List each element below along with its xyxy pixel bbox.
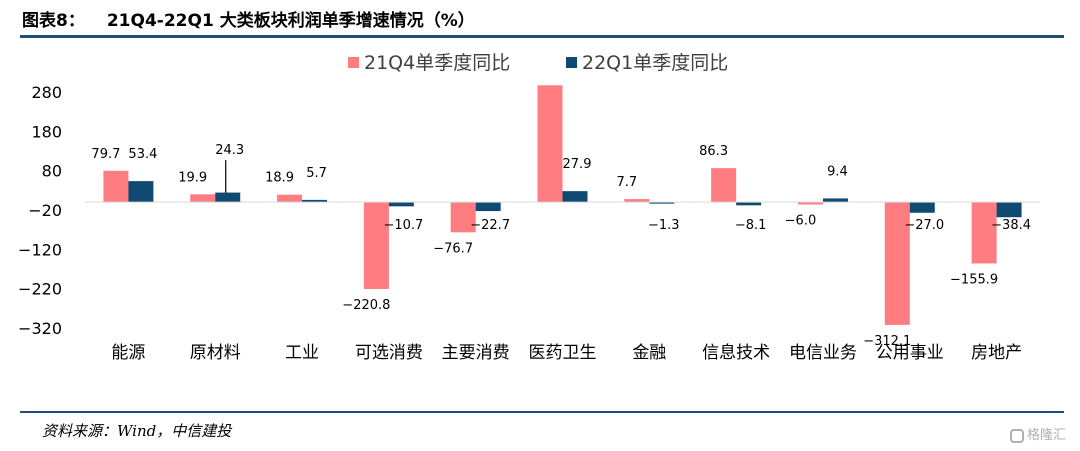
data-label-s1-4: −76.7 — [433, 241, 473, 256]
bar-s2-2 — [302, 199, 328, 203]
bar-s2-10 — [996, 202, 1022, 218]
x-tick-label: 原材料 — [190, 343, 241, 363]
bar-s1-7 — [711, 168, 737, 203]
x-tick-label: 医药卫生 — [529, 343, 597, 363]
x-axis: 能源 原材料 工业 可选消费 主要消费 医药卫生 金融 信息技术 电信业务 公用事业 房地产 — [85, 201, 1040, 363]
x-tick-label: 金融 — [632, 343, 666, 363]
x-tick-label: 房地产 — [971, 343, 1022, 363]
y-tick-label: −220 — [18, 280, 62, 299]
bar-s1-1 — [190, 194, 216, 203]
x-tick-label: 工业 — [285, 343, 319, 363]
data-label-s1-6: 7.7 — [616, 175, 637, 190]
data-label-s2-6: −1.3 — [648, 218, 680, 233]
data-label-s1-0: 79.7 — [91, 147, 120, 162]
legend-swatch-1 — [348, 57, 359, 68]
bar-s2-3 — [388, 202, 414, 207]
y-tick-label: 180 — [31, 122, 62, 141]
bar-s2-8 — [822, 198, 848, 203]
y-tick-label: −20 — [28, 201, 62, 220]
bar-s1-3 — [363, 202, 389, 289]
data-label-s1-8: −6.0 — [785, 213, 817, 228]
y-tick-label: 280 — [31, 83, 62, 102]
bar-s2-0 — [128, 181, 154, 203]
data-label-s2-0: 53.4 — [128, 147, 157, 162]
data-label-s2-10: −38.4 — [991, 218, 1031, 233]
y-tick-label: 80 — [42, 162, 62, 181]
watermark: 格隆汇 — [1009, 424, 1066, 443]
data-label-s1-2: 18.9 — [265, 171, 294, 186]
y-tick-label: −320 — [18, 319, 62, 338]
figure-title-text: 21Q4-22Q1 大类板块利润单季增速情况（%） — [106, 11, 475, 31]
bar-s2-6 — [649, 202, 675, 204]
bar-s2-9 — [909, 202, 935, 213]
bar-s1-2 — [277, 194, 303, 203]
data-label-s1-9: −312.1 — [863, 334, 911, 349]
data-label-s2-2: 5.7 — [306, 166, 327, 181]
data-label-s1-1: 19.9 — [178, 170, 207, 185]
watermark-text: 格隆汇 — [1026, 428, 1066, 443]
x-tick-label: 主要消费 — [442, 343, 510, 363]
data-label-s2-9: −27.0 — [904, 218, 944, 233]
legend-label-1: 21Q4单季度同比 — [364, 52, 510, 74]
x-tick-label: 可选消费 — [355, 343, 423, 363]
bar-s1-4 — [450, 202, 476, 233]
data-label-s2-8: 9.4 — [827, 164, 848, 179]
legend: 21Q4单季度同比 22Q1单季度同比 — [348, 52, 728, 74]
data-label-s2-1: 24.3 — [215, 143, 244, 158]
bottom-rule — [20, 411, 1064, 413]
bar-s1-9 — [884, 202, 910, 325]
bar-s2-7 — [736, 202, 762, 206]
legend-label-2: 22Q1单季度同比 — [582, 52, 728, 74]
bar-s2-5 — [562, 191, 588, 203]
data-label-s2-7: −8.1 — [735, 218, 767, 233]
figure-title: 图表8： 21Q4-22Q1 大类板块利润单季增速情况（%） — [22, 6, 475, 31]
bar-s2-1 — [215, 192, 241, 203]
data-label-s1-7: 86.3 — [699, 144, 728, 159]
legend-swatch-2 — [566, 57, 577, 68]
y-axis: 280 180 80 −20 −120 −220 −320 — [18, 83, 62, 338]
watermark-logo-icon — [1009, 429, 1024, 443]
y-tick-label: −120 — [18, 240, 62, 259]
data-label-s2-5: 27.9 — [563, 157, 592, 172]
x-tick-label: 能源 — [111, 343, 145, 363]
source-note: 资料来源：Wind，中信建投 — [42, 422, 232, 440]
bar-s1-10 — [971, 202, 997, 264]
bar-s1-0 — [103, 170, 129, 203]
bar-chart: 21Q4单季度同比 22Q1单季度同比 280 180 80 −20 −120 −220 −3… — [18, 52, 1040, 363]
top-rule — [20, 35, 1064, 38]
bar-s1-8 — [797, 202, 823, 205]
bars: 79.7 53.4 19.9 24.3 18.9 5.7 −220.8 −10.7 −76.7 −… — [91, 85, 1031, 349]
data-label-s1-3: −220.8 — [342, 298, 390, 313]
data-label-s2-4: −22.7 — [470, 218, 510, 233]
bar-s1-5 — [537, 85, 563, 203]
x-tick-label: 公用事业 — [876, 343, 944, 363]
data-label-s1-10: −155.9 — [950, 272, 998, 287]
figure-label: 图表8： — [22, 11, 85, 31]
x-tick-label: 电信业务 — [789, 343, 857, 363]
data-label-s2-3: −10.7 — [383, 218, 423, 233]
bar-s2-4 — [475, 202, 501, 212]
bar-s1-6 — [624, 199, 650, 203]
x-tick-label: 信息技术 — [702, 343, 770, 363]
